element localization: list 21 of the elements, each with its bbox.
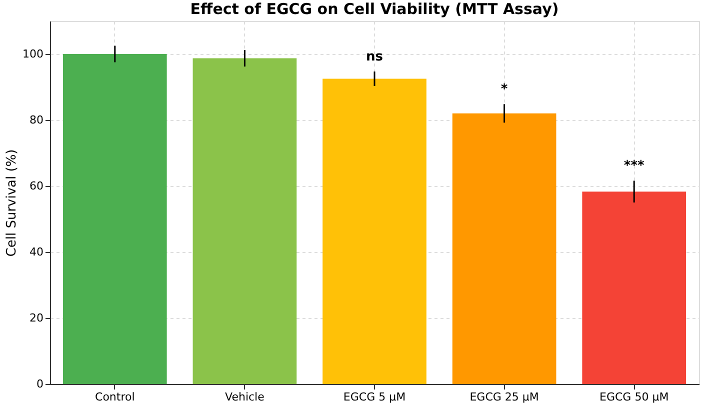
bar — [582, 192, 686, 384]
y-tick-label: 0 — [36, 378, 44, 390]
x-tick-label: EGCG 50 µM — [600, 390, 669, 404]
y-tick-label: 20 — [30, 312, 44, 324]
y-tick-label: 60 — [30, 180, 44, 192]
bar — [192, 58, 297, 384]
bar — [62, 54, 167, 384]
chart-title: Effect of EGCG on Cell Viability (MTT Assay) — [190, 0, 559, 18]
annotation: *** — [624, 158, 644, 174]
y-tick-label: 100 — [22, 48, 44, 60]
y-tick-label: 40 — [30, 246, 44, 258]
y-tick-label: 80 — [30, 114, 44, 126]
bar — [322, 78, 426, 384]
annotation: ns — [366, 49, 384, 64]
x-tick-label: EGCG 5 µM — [343, 390, 406, 404]
bar — [452, 113, 556, 384]
x-tick-label: Control — [95, 390, 135, 404]
x-tick-label: Vehicle — [225, 390, 265, 404]
y-axis-title: Cell Survival (%) — [4, 149, 20, 257]
x-tick-label: EGCG 25 µM — [470, 390, 539, 404]
annotation: * — [500, 82, 508, 98]
